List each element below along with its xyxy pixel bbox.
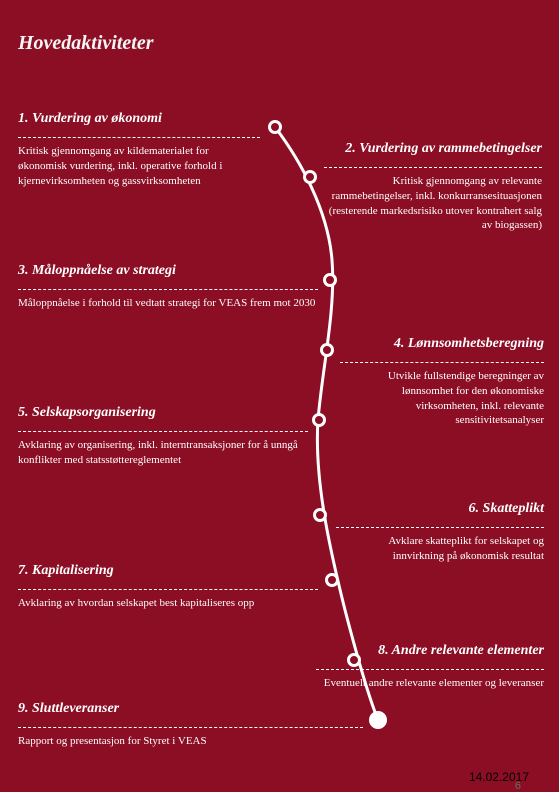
activity-3-desc: Måloppnåelse i forhold til vedtatt strat… xyxy=(18,296,318,311)
activity-4: 4. Lønnsomhetsberegning Utvikle fullstend… xyxy=(340,335,544,428)
activity-5-divider xyxy=(18,431,308,432)
activity-9-desc: Rapport og presentasjon for Styret i VEA… xyxy=(18,734,363,749)
activity-9-divider xyxy=(18,727,363,728)
activity-6-divider xyxy=(336,527,544,528)
activity-7: 7. Kapitalisering Avklaring av hvordan se… xyxy=(18,562,318,611)
activity-8-title: 8. Andre relevante elementer xyxy=(316,642,544,665)
activity-2-divider xyxy=(324,167,542,168)
activity-7-title: 7. Kapitalisering xyxy=(18,562,318,585)
activity-6-desc: Avklare skatteplikt for selskapet og inn… xyxy=(336,534,544,564)
activity-3-title: 3. Måloppnåelse av strategi xyxy=(18,262,318,285)
activity-1-divider xyxy=(18,137,260,138)
activity-4-divider xyxy=(340,362,544,363)
activity-3: 3. Måloppnåelse av strategi Måloppnåelse … xyxy=(18,262,318,311)
flow-node-1 xyxy=(268,120,282,134)
activity-2-desc: Kritisk gjennomgang av relevante rammebe… xyxy=(324,174,542,233)
activity-3-divider xyxy=(18,289,318,290)
activity-1-desc: Kritisk gjennomgang av kildematerialet f… xyxy=(18,144,260,189)
activity-9-title: 9. Sluttleveranser xyxy=(18,700,363,723)
flow-node-4 xyxy=(320,343,334,357)
activity-8-desc: Eventuelt andre relevante elementer og l… xyxy=(316,676,544,691)
activity-1: 1. Vurdering av økonomi Kritisk gjennomga… xyxy=(18,110,260,188)
flow-node-5 xyxy=(312,413,326,427)
activity-5-desc: Avklaring av organisering, inkl. internt… xyxy=(18,438,308,468)
activity-5-title: 5. Selskapsorganisering xyxy=(18,404,308,427)
activity-9: 9. Sluttleveranser Rapport og presentasjo… xyxy=(18,700,363,749)
activity-6-title: 6. Skatteplikt xyxy=(336,500,544,523)
activity-2: 2. Vurdering av rammebetingelser Kritisk … xyxy=(324,140,542,233)
flow-node-2 xyxy=(303,170,317,184)
activity-8-divider xyxy=(316,669,544,670)
activity-2-title: 2. Vurdering av rammebetingelser xyxy=(324,140,542,163)
flow-node-7 xyxy=(325,573,339,587)
flow-node-9 xyxy=(369,711,387,729)
activity-5: 5. Selskapsorganisering Avklaring av orga… xyxy=(18,404,308,468)
flow-node-6 xyxy=(313,508,327,522)
activity-6: 6. Skatteplikt Avklare skatteplikt for se… xyxy=(336,500,544,564)
activity-7-divider xyxy=(18,589,318,590)
activity-4-desc: Utvikle fullstendige beregninger av lønn… xyxy=(340,369,544,428)
flow-node-3 xyxy=(323,273,337,287)
activity-1-title: 1. Vurdering av økonomi xyxy=(18,110,260,133)
activity-8: 8. Andre relevante elementer Eventuelt an… xyxy=(316,642,544,691)
footer-page-number: 6 xyxy=(515,780,521,792)
page-title: Hovedaktiviteter xyxy=(18,32,154,55)
activity-7-desc: Avklaring av hvordan selskapet best kapi… xyxy=(18,596,318,611)
activity-4-title: 4. Lønnsomhetsberegning xyxy=(340,335,544,358)
